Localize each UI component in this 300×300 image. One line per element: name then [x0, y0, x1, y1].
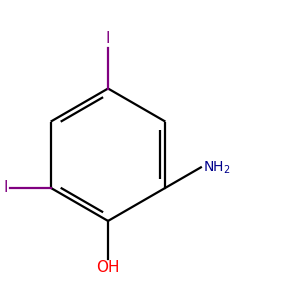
Text: I: I	[106, 31, 110, 46]
Text: I: I	[4, 180, 8, 195]
Text: OH: OH	[96, 260, 120, 275]
Text: NH$_2$: NH$_2$	[203, 159, 231, 175]
